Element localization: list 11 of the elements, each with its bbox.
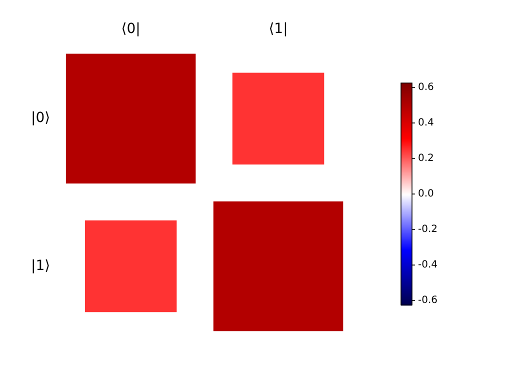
color-bar-label: -0.6 [418, 295, 438, 306]
y-tick-label: |0⟩ [30, 110, 50, 126]
color-bar-label: 0.2 [418, 153, 434, 164]
color-bar-label: -0.2 [418, 224, 438, 236]
color-bar-label: -0.4 [418, 260, 438, 271]
color-bar-label: 0.6 [418, 82, 434, 94]
y-tick-label: |1⟩ [30, 258, 50, 274]
color-bar-label: 0.4 [418, 118, 434, 129]
x-tick-label: ⟨0| [121, 21, 140, 38]
color-bar-label: 0.0 [418, 188, 434, 200]
x-tick-label: ⟨1| [268, 21, 288, 38]
